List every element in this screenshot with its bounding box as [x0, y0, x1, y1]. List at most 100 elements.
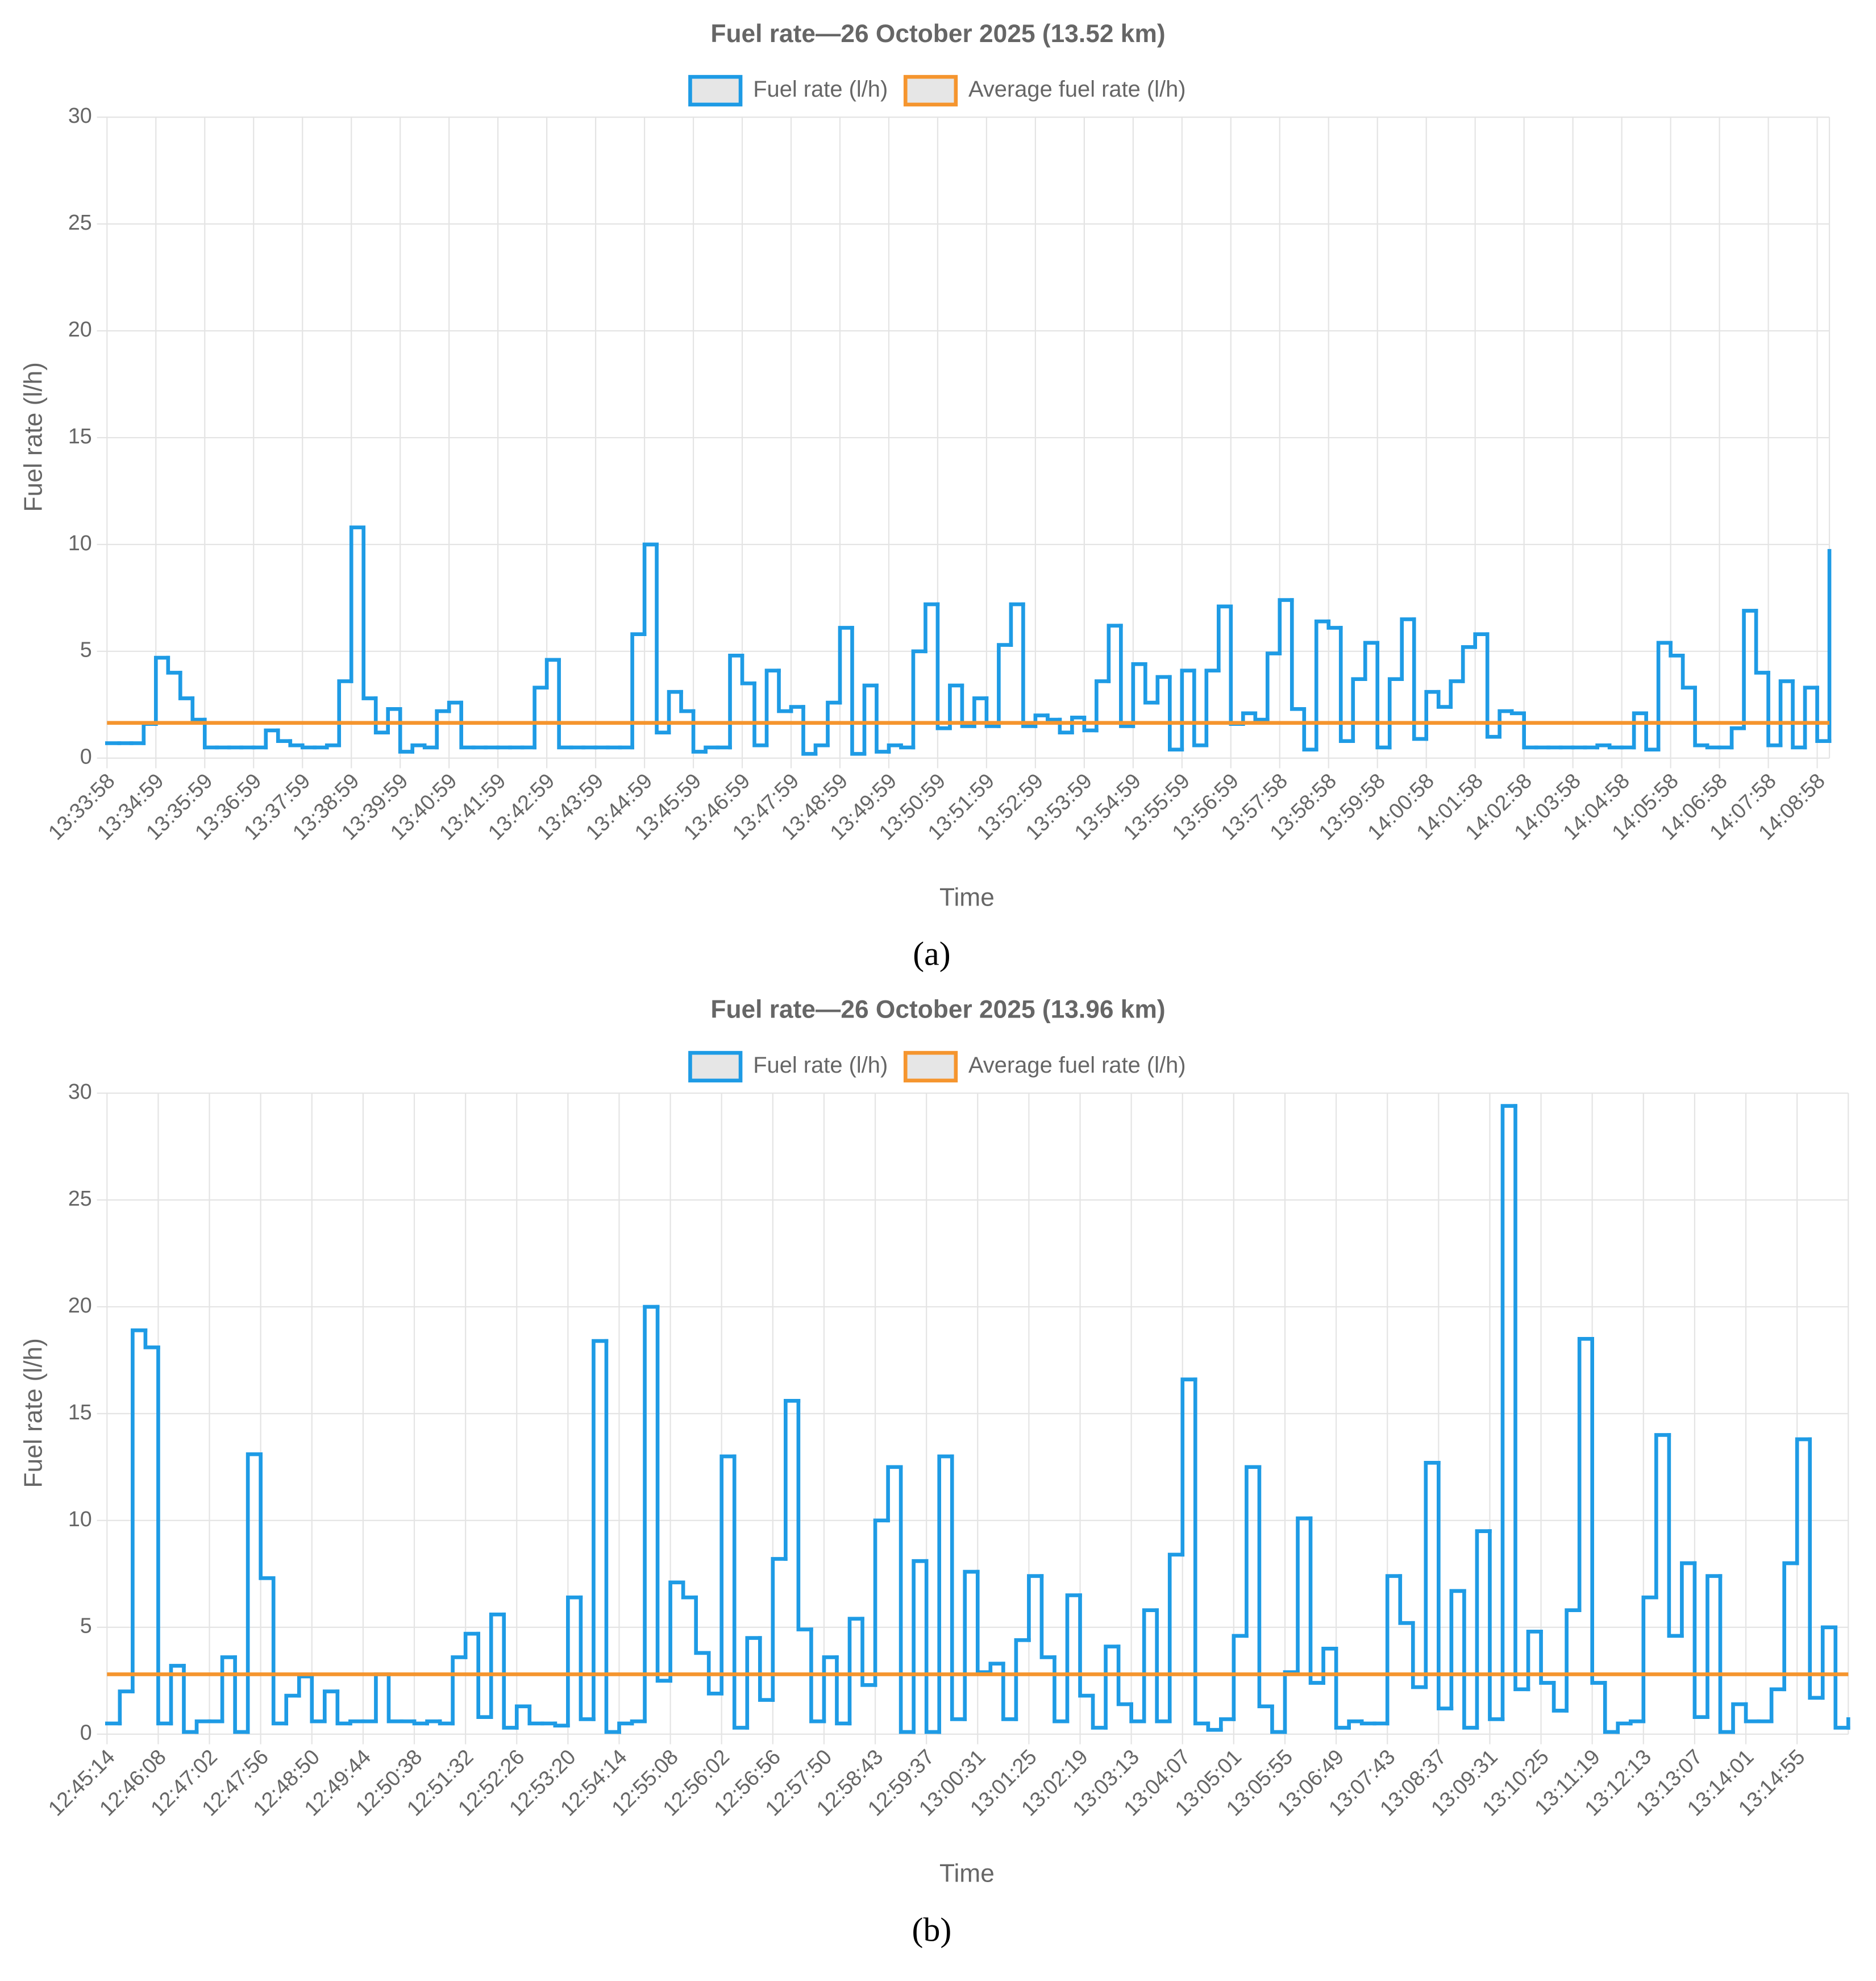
line-step	[579, 1595, 596, 1721]
line-step	[533, 686, 549, 750]
line-step	[875, 683, 891, 754]
line-step	[544, 658, 561, 690]
line-step	[131, 1328, 148, 1693]
line-step	[764, 668, 781, 747]
caption: (b)	[912, 1911, 952, 1948]
line-step	[514, 1704, 532, 1730]
line-step	[271, 1576, 289, 1726]
line-step	[1644, 711, 1661, 752]
y-axis-title: Fuel rate (l/h)	[20, 1338, 48, 1488]
line-step	[642, 542, 659, 637]
line-step	[1590, 1337, 1607, 1685]
line-step	[984, 696, 1001, 728]
line-step	[655, 542, 671, 734]
line-step	[758, 1636, 775, 1702]
line-step	[694, 1595, 711, 1655]
y-tick-label: 15	[68, 1400, 92, 1424]
line-step	[924, 1559, 942, 1734]
legend-swatch	[688, 1050, 743, 1083]
line-step	[1014, 1638, 1031, 1721]
line-step	[1509, 709, 1526, 716]
line-step	[202, 717, 219, 750]
line-step	[373, 696, 390, 734]
line-step	[1265, 651, 1282, 722]
line-step	[410, 743, 427, 754]
line-step	[502, 1612, 519, 1730]
line-step	[592, 1339, 609, 1721]
line-step	[1245, 1465, 1262, 1638]
line-step	[1192, 668, 1209, 747]
line-step	[459, 700, 476, 750]
line-step	[1754, 609, 1770, 675]
line-step	[1603, 1681, 1620, 1734]
line-step	[887, 743, 903, 754]
line-step	[1607, 743, 1624, 750]
y-tick-label: 30	[68, 1079, 92, 1103]
line-step	[220, 1655, 237, 1723]
line-step	[1129, 1702, 1146, 1723]
line-step	[1338, 626, 1355, 744]
line-step	[297, 1674, 314, 1698]
line-step	[1142, 1608, 1159, 1723]
line-step	[1705, 743, 1721, 750]
y-tick-label: 5	[80, 638, 92, 662]
line-step	[1485, 632, 1501, 739]
line-step	[1808, 1437, 1825, 1700]
line-step	[960, 683, 976, 728]
line-step	[1278, 598, 1294, 655]
legend-item: Fuel rate (l/h)	[688, 74, 888, 107]
line-step	[142, 722, 158, 745]
line-step	[476, 1631, 493, 1719]
line-step	[1095, 679, 1111, 733]
line-step	[451, 1655, 468, 1726]
line-step	[1009, 602, 1025, 647]
line-step	[1692, 1561, 1709, 1719]
line-step	[1766, 671, 1783, 747]
caption: (a)	[913, 935, 950, 973]
legend-swatch	[903, 1050, 958, 1083]
y-tick-label: 25	[68, 1186, 92, 1210]
line-step	[1539, 1629, 1556, 1685]
line-step	[1820, 1625, 1838, 1700]
line-step	[752, 681, 769, 747]
line-step	[1321, 1647, 1338, 1685]
line-step	[1641, 1595, 1658, 1723]
line-step	[617, 1721, 634, 1734]
chart-title: Fuel rate—26 October 2025 (13.52 km)	[710, 20, 1165, 48]
line-step	[489, 1612, 506, 1719]
line-step	[190, 696, 207, 722]
line-step	[1347, 1719, 1364, 1730]
line-step	[975, 1569, 993, 1675]
line-step	[860, 1617, 877, 1687]
line-step	[264, 728, 280, 750]
legend-label: Average fuel rate (l/h)	[968, 1053, 1186, 1078]
line-step	[1656, 641, 1673, 752]
line-step	[1143, 662, 1160, 705]
line-step	[527, 1704, 544, 1726]
line-step	[972, 696, 989, 728]
line-step	[963, 1569, 980, 1721]
x-axis-title: Time	[939, 1860, 995, 1888]
line-step	[1039, 1574, 1056, 1659]
line-step	[681, 1580, 698, 1600]
y-tick-label: 10	[68, 1507, 92, 1531]
line-step	[276, 728, 293, 744]
line-step	[873, 1518, 890, 1687]
line-step	[1204, 668, 1221, 747]
line-step	[1001, 1662, 1018, 1721]
line-step	[284, 1693, 301, 1726]
line-step	[719, 1454, 737, 1696]
line-step	[1351, 677, 1367, 744]
line-step	[425, 1719, 442, 1726]
line-step	[1462, 1589, 1479, 1730]
line-step	[169, 1664, 186, 1726]
line-step	[1706, 1574, 1723, 1719]
line-step	[1742, 609, 1758, 730]
line-step	[1193, 1377, 1211, 1726]
legend-label: Average fuel rate (l/h)	[968, 77, 1186, 102]
line-step	[1070, 716, 1087, 734]
line-step	[1314, 619, 1331, 752]
line-step	[557, 658, 573, 750]
line-step	[322, 1689, 340, 1723]
line-step	[1473, 632, 1490, 649]
